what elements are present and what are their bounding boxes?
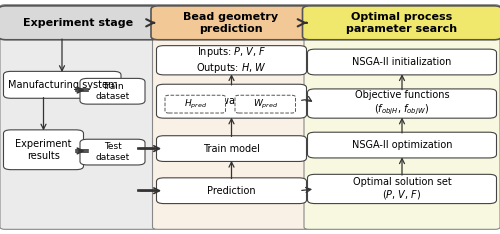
FancyBboxPatch shape [0, 6, 158, 40]
FancyBboxPatch shape [80, 139, 145, 165]
Text: Experiment stage: Experiment stage [24, 18, 134, 28]
FancyBboxPatch shape [308, 49, 496, 75]
FancyBboxPatch shape [235, 95, 296, 113]
FancyBboxPatch shape [156, 46, 306, 75]
Text: Experiment
results: Experiment results [15, 139, 72, 161]
Text: Optimal solution set
($P$, $V$, $F$): Optimal solution set ($P$, $V$, $F$) [352, 176, 452, 201]
FancyBboxPatch shape [308, 89, 496, 118]
FancyBboxPatch shape [4, 71, 121, 98]
Text: Manufacturing system: Manufacturing system [8, 80, 117, 90]
Text: Train model: Train model [203, 144, 260, 154]
Text: Objective functions
($f_{objH}$, $f_{objW}$): Objective functions ($f_{objH}$, $f_{obj… [354, 90, 450, 117]
FancyBboxPatch shape [304, 5, 500, 229]
FancyBboxPatch shape [80, 78, 145, 104]
Text: Bead geometry
prediction: Bead geometry prediction [184, 12, 278, 34]
FancyBboxPatch shape [308, 174, 496, 204]
Text: Build forward models: Build forward models [180, 96, 283, 106]
Text: NSGA-II initialization: NSGA-II initialization [352, 57, 452, 67]
FancyBboxPatch shape [156, 136, 306, 161]
FancyBboxPatch shape [165, 95, 226, 113]
FancyBboxPatch shape [151, 6, 311, 40]
FancyBboxPatch shape [156, 84, 306, 118]
Text: $H_{pred}$: $H_{pred}$ [184, 98, 207, 111]
Text: NSGA-II optimization: NSGA-II optimization [352, 140, 452, 150]
FancyBboxPatch shape [4, 130, 84, 170]
Text: Prediction: Prediction [207, 186, 256, 196]
Text: $W_{pred}$: $W_{pred}$ [252, 98, 278, 111]
FancyBboxPatch shape [152, 5, 310, 229]
FancyBboxPatch shape [302, 6, 500, 40]
FancyBboxPatch shape [308, 132, 496, 158]
Text: Test
dataset: Test dataset [96, 143, 130, 162]
Text: Inputs: $P$, $V$, $F$
Outputs: $H$, $W$: Inputs: $P$, $V$, $F$ Outputs: $H$, $W$ [196, 45, 267, 75]
Text: Train
dataset: Train dataset [96, 82, 130, 101]
FancyBboxPatch shape [0, 5, 158, 229]
Text: Optimal process
parameter search: Optimal process parameter search [346, 12, 458, 34]
FancyBboxPatch shape [156, 178, 306, 204]
